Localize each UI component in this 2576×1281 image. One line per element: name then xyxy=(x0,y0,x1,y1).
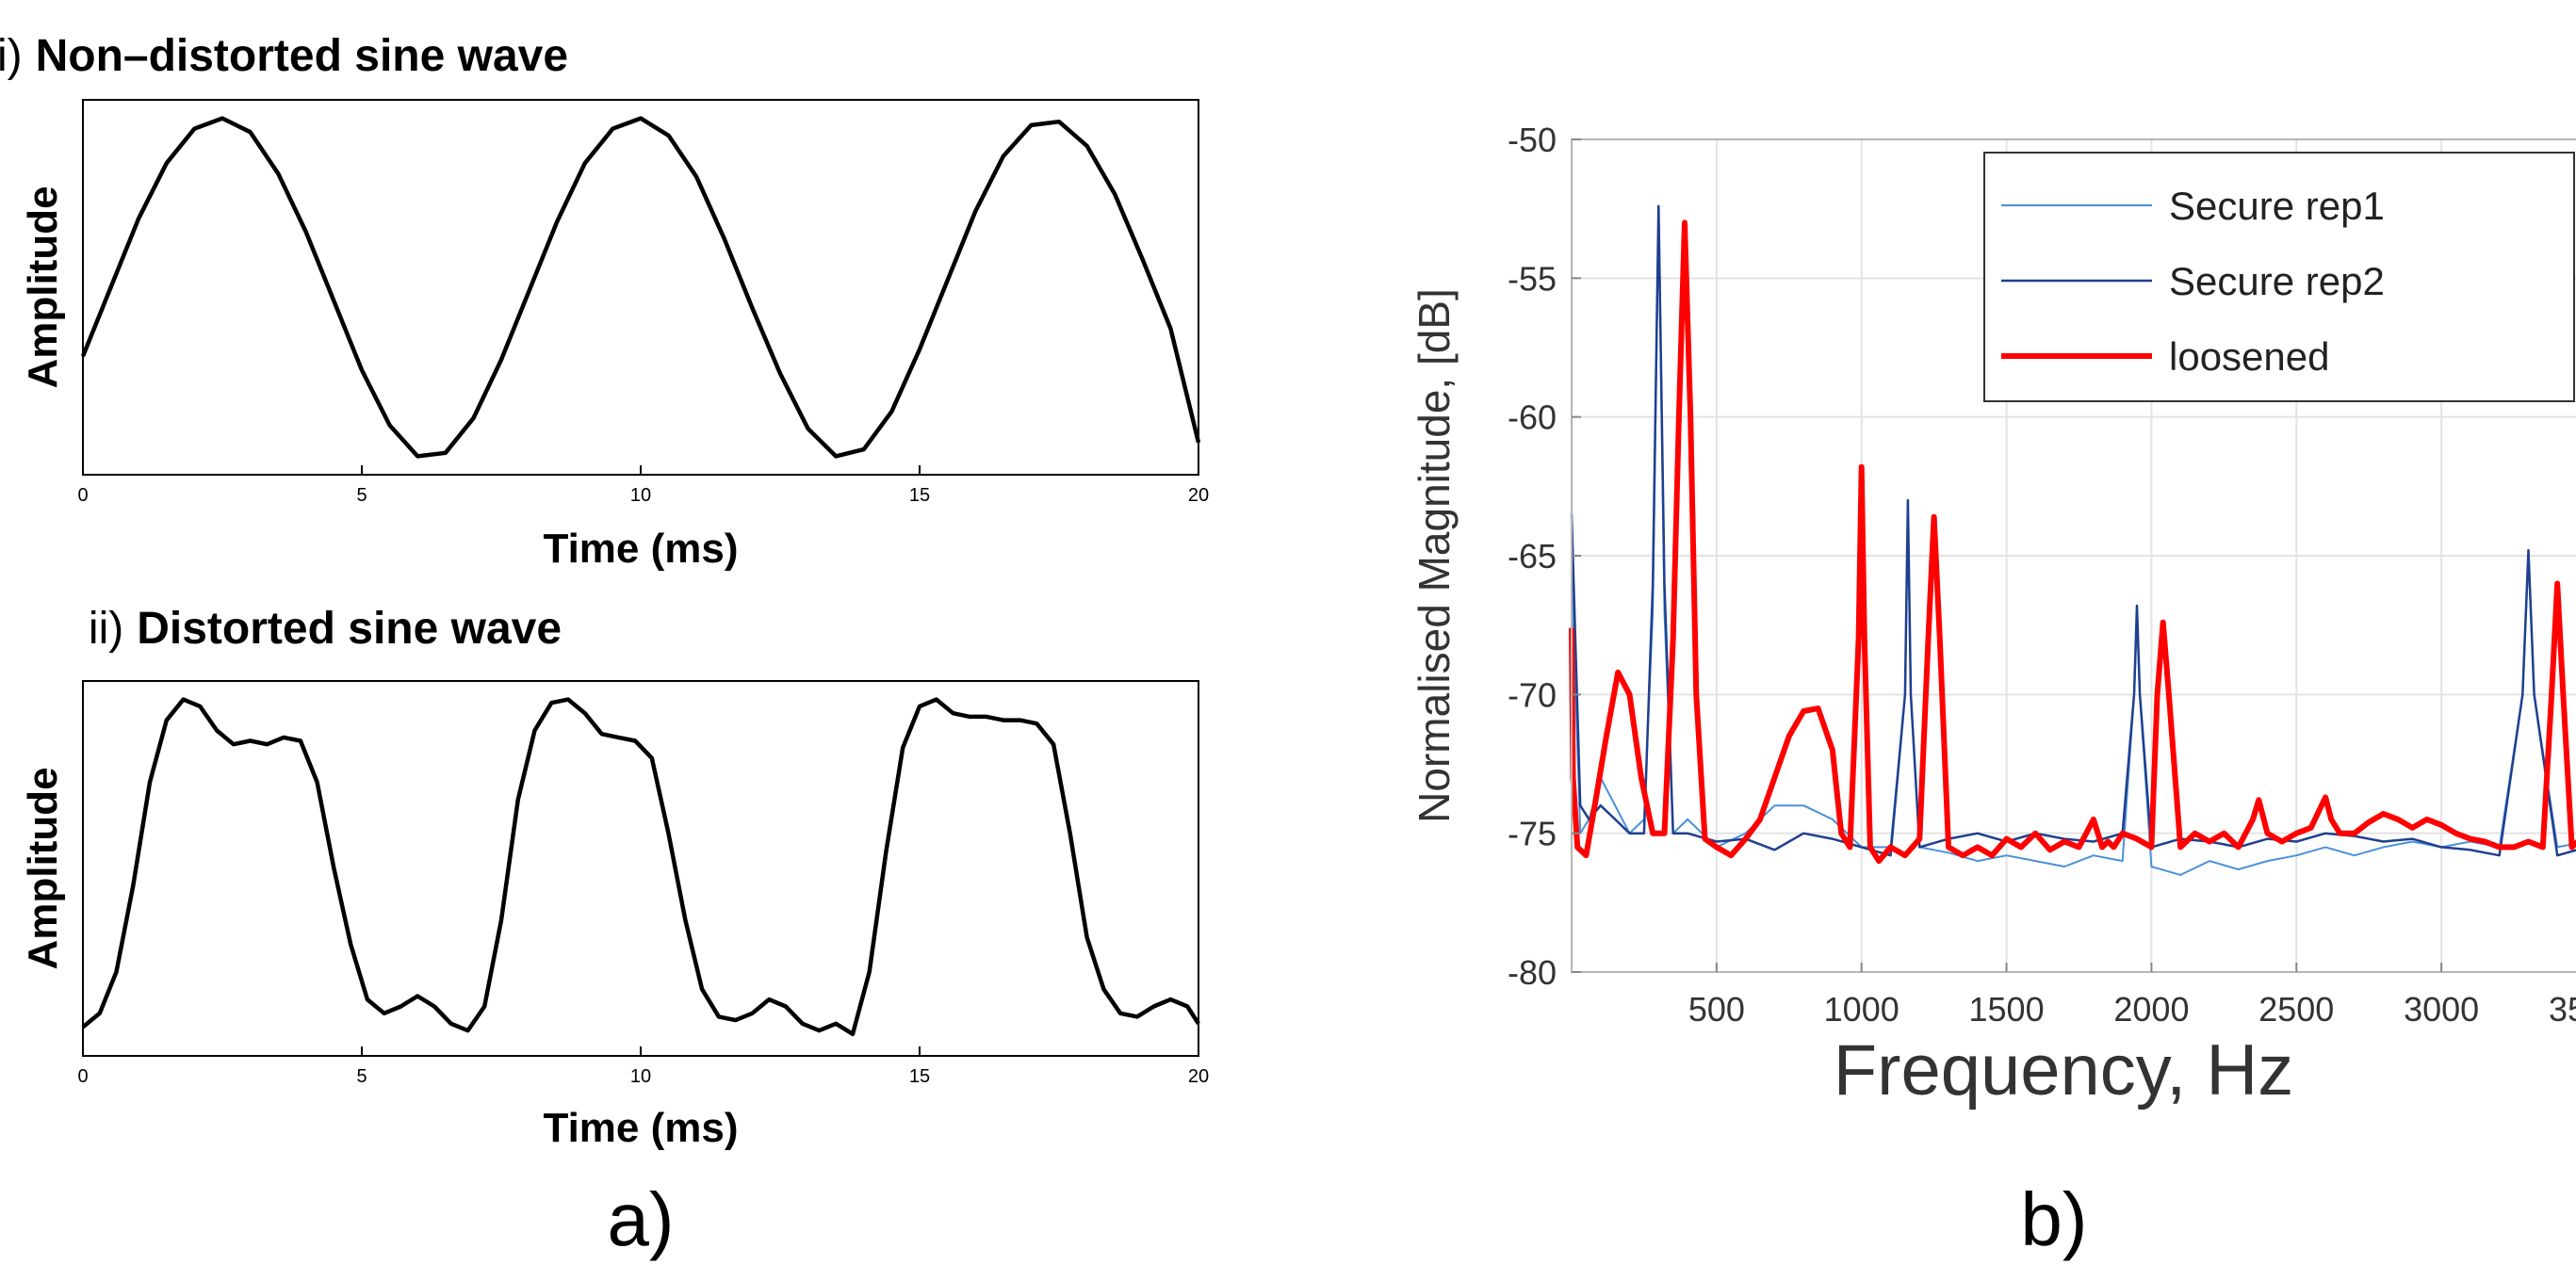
panel-a-ii: ii) Distorted sine wave 0 5 10 15 20 Amplitud… xyxy=(20,604,1209,1151)
panel-b-y-tick-label-65: -65 xyxy=(1508,537,1557,576)
panel-a-i-x-tick-label-10: 10 xyxy=(630,485,651,506)
panel-a-i-y-label: Amplitude xyxy=(20,186,66,388)
panel-b-x-tick-label-3500: 3500 xyxy=(2549,990,2576,1029)
panel-a-ii-line-distorted xyxy=(81,697,1200,1037)
panel-a-ii-x-tick-label-15: 15 xyxy=(909,1066,930,1087)
panel-label-a: a) xyxy=(607,1177,674,1261)
panel-a-i-title-text: Non–distorted sine wave xyxy=(36,31,568,81)
panel-a-ii-x-tick-label-0: 0 xyxy=(77,1066,88,1087)
panel-a-ii-title-text: Distorted sine wave xyxy=(137,604,562,654)
panel-b-legend-box xyxy=(1983,152,2575,402)
panel-a-ii-x-label: Time (ms) xyxy=(543,1105,738,1151)
panel-label-b: b) xyxy=(2020,1177,2087,1261)
legend-label-secure-rep1: Secure rep1 xyxy=(2169,184,2385,228)
panel-b-x-label: Frequency, Hz xyxy=(1834,1030,2294,1111)
panel-b-lines xyxy=(1569,204,2576,876)
panel-b-legend: Secure rep1 Secure rep2 loosened xyxy=(1983,152,2575,402)
panel-b-y-tick-label-70: -70 xyxy=(1508,675,1557,714)
panel-a-i-title: i) Non–distorted sine wave xyxy=(0,31,568,81)
panel-a-i-x-tick-label-5: 5 xyxy=(356,485,367,506)
panel-b-line-loosened xyxy=(1569,219,2576,865)
panel-a-i-title-prefix: i) xyxy=(0,31,23,81)
panel-a-i-x-ticks: 0 5 10 15 20 xyxy=(77,465,1209,506)
panel-a-ii-x-ticks: 0 5 10 15 20 xyxy=(77,1046,1209,1087)
panel-a-ii-x-tick-label-5: 5 xyxy=(356,1066,367,1087)
panel-b-ticks: 500 1000 1500 2000 2500 3000 3500 -80 -75 -70 -65 -… xyxy=(1508,121,2576,1029)
panel-b-y-tick-label-55: -55 xyxy=(1508,259,1557,298)
panel-a-i-x-tick-label-15: 15 xyxy=(909,485,930,506)
panel-a-i-x-label: Time (ms) xyxy=(543,526,738,572)
legend-label-secure-rep2: Secure rep2 xyxy=(2169,259,2385,303)
panel-b-x-tick-label-1500: 1500 xyxy=(1969,990,2045,1029)
panel-a-ii-title: ii) Distorted sine wave xyxy=(89,604,562,654)
panel-a-i-line-sine xyxy=(80,116,1201,459)
panel-b-y-label: Normalised Magnitude, [dB] xyxy=(1410,288,1459,823)
panel-b-x-tick-label-2000: 2000 xyxy=(2113,990,2189,1029)
panel-b-y-tick-label-75: -75 xyxy=(1508,815,1557,853)
panel-a-i: i) Non–distorted sine wave 0 5 10 15 20 Ampli… xyxy=(0,31,1209,572)
panel-b-y-tick-label-80: -80 xyxy=(1508,953,1557,992)
panel-b-x-tick-label-1000: 1000 xyxy=(1824,990,1899,1029)
panel-b-x-tick-label-500: 500 xyxy=(1688,990,1745,1029)
panel-a-ii-x-tick-label-20: 20 xyxy=(1188,1066,1209,1087)
legend-label-loosened: loosened xyxy=(2169,334,2329,379)
panel-a-i-x-tick-label-20: 20 xyxy=(1188,485,1209,506)
panel-b-y-tick-label-60: -60 xyxy=(1508,398,1557,437)
panel-b-y-tick-label-50: -50 xyxy=(1508,121,1557,159)
panel-a-ii-x-tick-label-10: 10 xyxy=(630,1066,651,1087)
panel-b-x-tick-label-3000: 3000 xyxy=(2404,990,2479,1029)
panel-b: 500 1000 1500 2000 2500 3000 3500 -80 -75 -70 -65 -… xyxy=(1410,121,2576,1111)
panel-b-x-tick-label-2500: 2500 xyxy=(2258,990,2334,1029)
panel-a-i-x-tick-label-0: 0 xyxy=(77,485,88,506)
panel-a-ii-title-prefix: ii) xyxy=(89,604,123,654)
panel-a-ii-y-label: Amplitude xyxy=(20,767,66,969)
